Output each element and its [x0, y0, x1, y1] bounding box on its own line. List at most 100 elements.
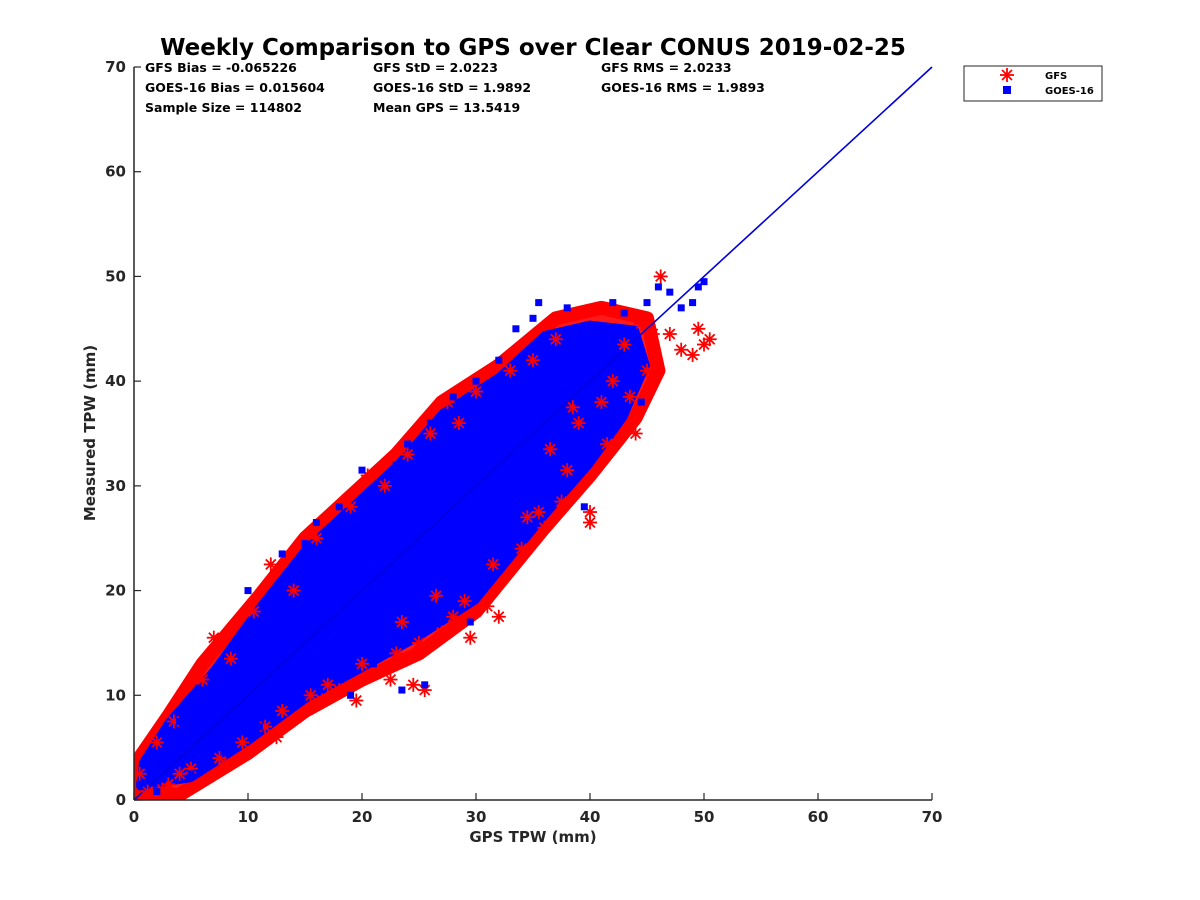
gfs-point — [514, 541, 529, 556]
x-ticks: 0 10 20 30 40 50 60 70 — [129, 793, 943, 826]
goes16-point — [580, 503, 588, 511]
goes16-point — [558, 419, 565, 427]
gfs-point — [543, 442, 558, 457]
gfs-point — [640, 363, 654, 378]
gfs-point — [634, 316, 649, 331]
gfs-point — [469, 384, 483, 399]
gfs-point — [134, 766, 147, 781]
gfs-point — [622, 389, 637, 404]
goes16-point — [421, 681, 429, 689]
gfs-point — [605, 374, 620, 389]
goes16-point — [495, 356, 503, 364]
gfs-point — [674, 342, 689, 357]
stat-goes-std: GOES-16 StD = 1.9892 — [373, 80, 531, 95]
gfs-point — [235, 735, 250, 750]
y-tick-label: 40 — [105, 372, 126, 390]
goes16-point — [244, 587, 252, 595]
gfs-point — [434, 625, 449, 640]
stat-gfs-bias: GFS Bias = -0.065226 — [145, 60, 297, 75]
goes16-point — [278, 550, 286, 558]
goes16-point — [472, 377, 480, 385]
gfs-point — [560, 463, 575, 478]
gfs-point — [571, 416, 586, 431]
stat-gfs-rms: GFS RMS = 2.0233 — [601, 60, 732, 75]
goes16-point — [176, 717, 184, 725]
gfs-point — [491, 609, 506, 624]
stat-goes-bias: GOES-16 Bias = 0.015604 — [145, 80, 325, 95]
goes16-point — [461, 566, 469, 574]
goes16-point — [335, 503, 343, 511]
goes16-point — [438, 597, 446, 605]
goes16-point — [233, 639, 241, 647]
gfs-point — [526, 353, 540, 368]
goes16-point — [267, 618, 275, 626]
goes16-point — [512, 325, 520, 333]
gfs-point — [400, 447, 415, 462]
legend-box — [963, 65, 1103, 102]
goes16-point — [250, 707, 258, 715]
gfs-point — [275, 703, 290, 718]
goes16-point — [398, 686, 406, 694]
gfs-point — [269, 730, 284, 745]
goes16-point — [335, 623, 343, 631]
goes16-point — [518, 461, 526, 469]
goes16-point — [301, 539, 309, 547]
goes16-point — [290, 697, 298, 705]
goes16-point — [449, 393, 457, 401]
gfs-point — [195, 672, 210, 687]
legend-gfs-label: GFS — [1045, 71, 1067, 82]
gfs-point — [600, 436, 615, 451]
gfs-point — [429, 588, 444, 603]
stats-block: GFS Bias = -0.065226 GFS StD = 2.0223 GF… — [145, 60, 765, 115]
stat-sample-size: Sample Size = 114802 — [145, 100, 302, 115]
goes16-point — [506, 503, 514, 511]
gfs-point — [286, 583, 301, 598]
goes16-point — [575, 398, 583, 406]
gfs-point — [446, 609, 461, 624]
gfs-point — [583, 515, 597, 530]
goes16-point — [677, 304, 685, 312]
goes16-point — [392, 461, 400, 469]
gfs-series — [134, 269, 717, 799]
goes16-point — [358, 466, 366, 474]
goes16-point — [204, 754, 212, 762]
y-tick-label: 70 — [105, 58, 126, 76]
gfs-point — [406, 677, 421, 692]
goes16-point — [159, 775, 166, 783]
goes16-point — [654, 283, 662, 291]
goes16-point — [415, 550, 423, 558]
x-tick-label: 70 — [922, 808, 943, 826]
goes16-point — [592, 382, 600, 390]
goes16-point — [694, 283, 702, 291]
goes16-point — [535, 299, 543, 307]
goes16-point — [620, 309, 628, 317]
legend-gfs-asterisk — [1000, 68, 1014, 82]
goes16-series — [136, 278, 708, 796]
goes16-point — [483, 545, 491, 553]
chart-title: Weekly Comparison to GPS over Clear CONU… — [160, 35, 906, 61]
gfs-point — [653, 269, 668, 284]
y-tick-label: 10 — [105, 686, 126, 704]
x-tick-label: 40 — [580, 808, 601, 826]
x-tick-label: 10 — [238, 808, 259, 826]
goes16-point — [369, 660, 377, 668]
goes16-point — [164, 744, 172, 752]
x-tick-label: 0 — [129, 808, 139, 826]
gfs-point — [320, 677, 335, 692]
gfs-point — [423, 426, 438, 441]
goes16-point — [312, 519, 320, 527]
stat-goes-rms: GOES-16 RMS = 1.9893 — [601, 80, 765, 95]
goes16-point — [586, 335, 594, 343]
gfs-point — [503, 363, 518, 378]
gfs-point — [218, 756, 233, 771]
goes16-point — [187, 770, 195, 778]
gfs-point — [377, 478, 392, 493]
x-tick-label: 60 — [808, 808, 829, 826]
goes16-point — [666, 288, 674, 296]
gfs-point — [355, 656, 369, 671]
gfs-point — [628, 426, 643, 441]
gfs-point — [309, 531, 324, 546]
gfs-point — [531, 505, 546, 520]
gfs-point — [315, 693, 330, 708]
